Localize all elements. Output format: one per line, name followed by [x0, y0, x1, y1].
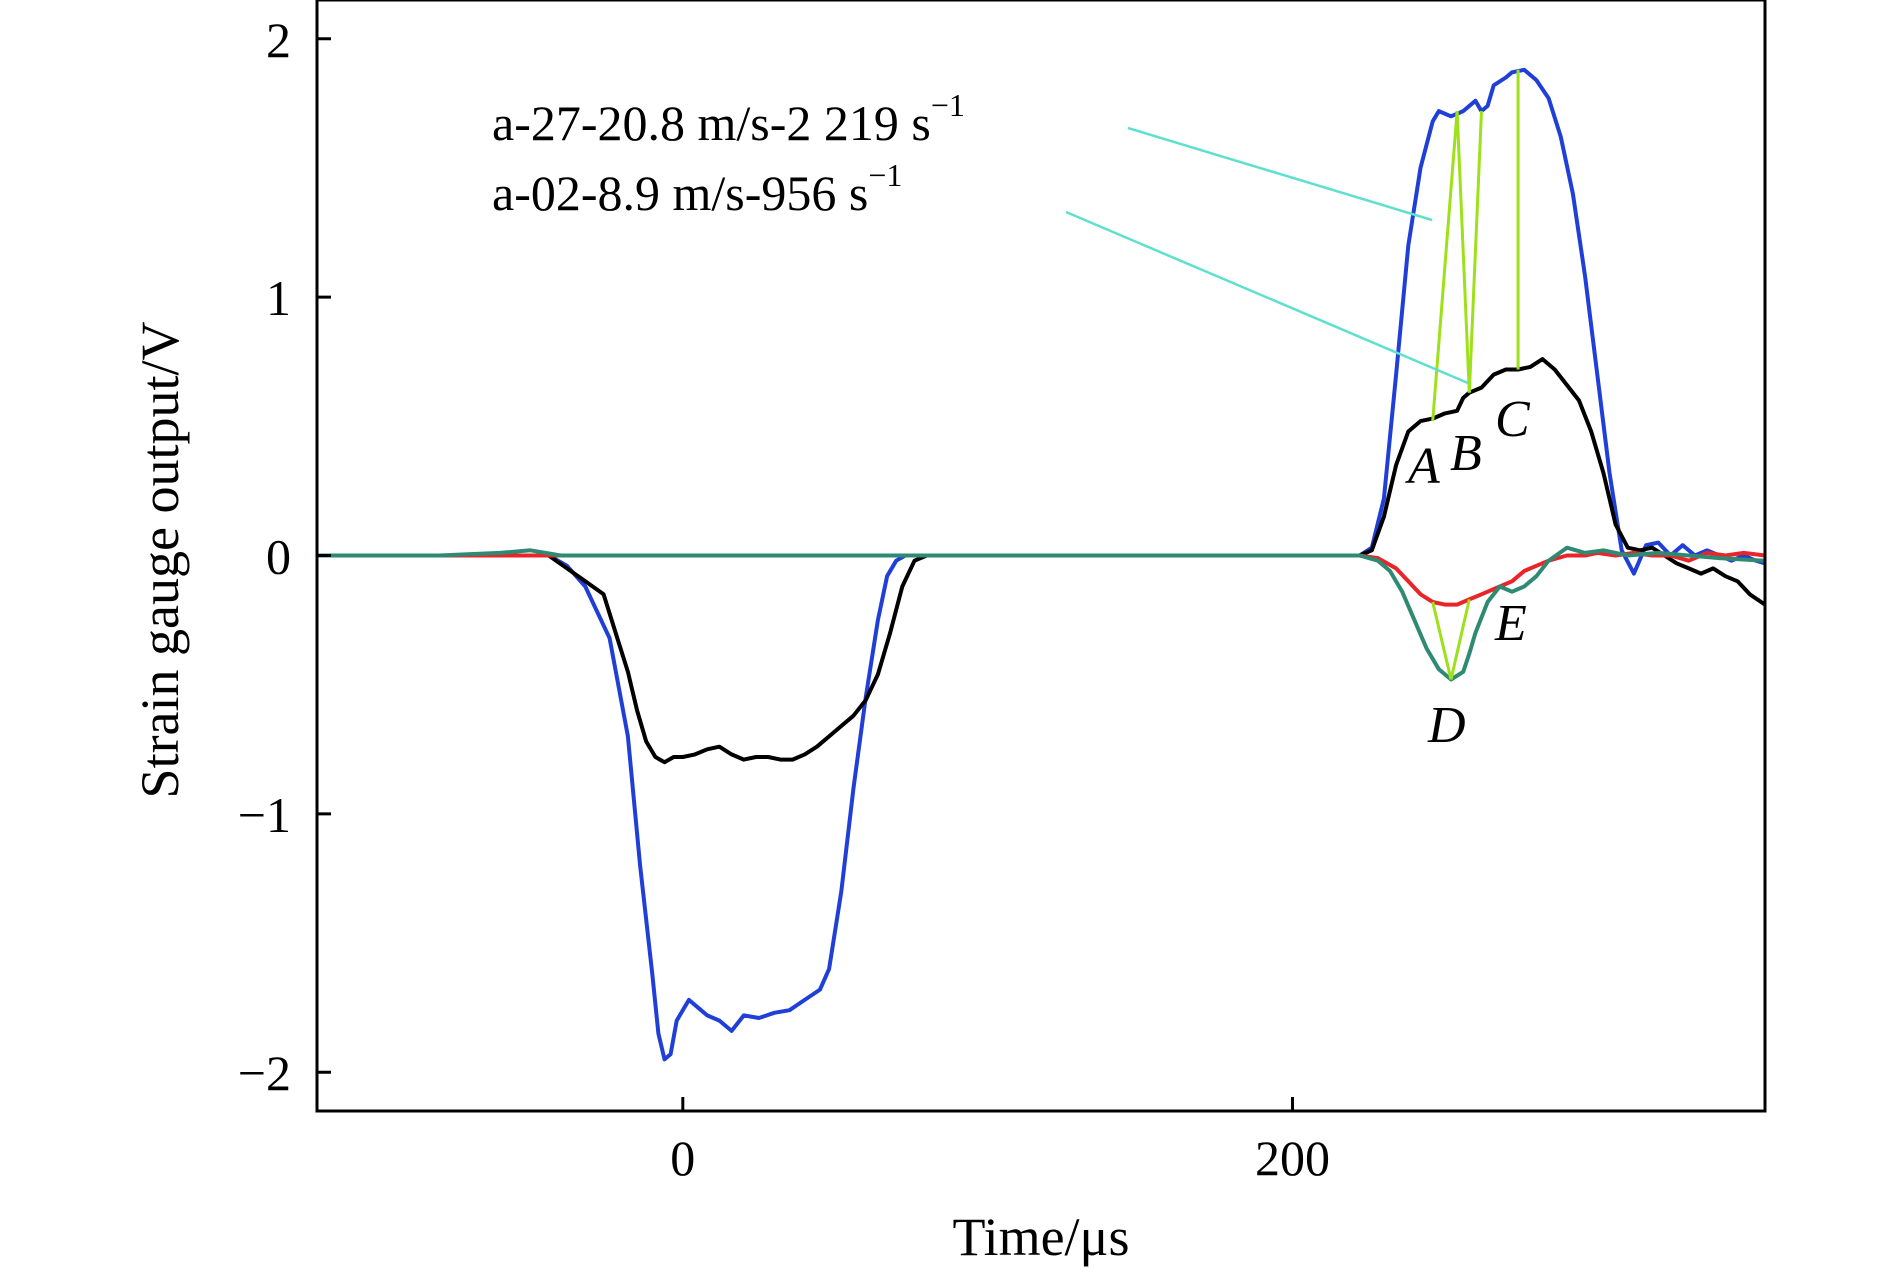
- annotation-a02-superscript: −1: [868, 157, 902, 193]
- point-label-c: C: [1495, 391, 1531, 448]
- annotation-a27-superscript: −1: [931, 87, 965, 123]
- point-label-a: A: [1405, 438, 1440, 495]
- y-tick-label: 1: [266, 270, 291, 326]
- x-tick-label: 0: [670, 1130, 695, 1186]
- annotation-a27-text: a-27-20.8 m/s-2 219 s: [492, 95, 931, 151]
- feature-marker-line-4: [1431, 601, 1453, 680]
- feature-marker-line-2: [1467, 111, 1483, 393]
- point-label-b: B: [1450, 425, 1482, 482]
- y-tick-label: −2: [238, 1045, 291, 1101]
- series-layer: [317, 67, 1767, 1062]
- y-tick-label: 0: [266, 529, 291, 585]
- leader-line-a02: [1065, 210, 1469, 385]
- point-label-e: E: [1494, 595, 1527, 652]
- annotation-a02: a-02-8.9 m/s-956 s−1: [492, 157, 902, 221]
- feature-marker-line-0: [1431, 110, 1459, 422]
- y-axis-label: Strain gauge output/V: [130, 322, 190, 799]
- series-line-3: [317, 545, 1766, 682]
- tick-layer: 0 200 −2 −1 0 1 2: [238, 12, 1330, 1186]
- x-tick-label: 200: [1255, 1130, 1330, 1186]
- x-axis-label: Time/μs: [952, 1207, 1129, 1267]
- marker-layer: [1065, 69, 1520, 680]
- y-tick-label: 2: [266, 12, 291, 68]
- y-tick-label: −1: [238, 787, 291, 843]
- annotation-a27: a-27-20.8 m/s-2 219 s−1: [492, 87, 965, 151]
- annotation-a02-text: a-02-8.9 m/s-956 s: [492, 165, 868, 221]
- feature-marker-line-1: [1455, 111, 1471, 393]
- leader-line-a27: [1127, 126, 1433, 222]
- point-label-d: D: [1427, 697, 1466, 754]
- feature-marker-line-5: [1449, 599, 1471, 680]
